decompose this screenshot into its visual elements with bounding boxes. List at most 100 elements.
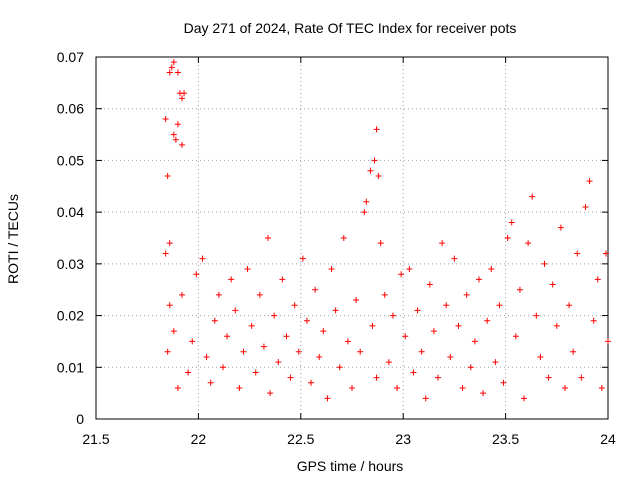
data-point <box>488 266 495 273</box>
data-point <box>418 348 425 355</box>
data-point <box>179 95 186 102</box>
data-point <box>367 167 374 174</box>
data-point <box>291 302 298 309</box>
data-point <box>533 312 540 319</box>
data-point <box>340 235 347 241</box>
data-point <box>598 384 605 391</box>
data-point <box>215 291 222 298</box>
data-point <box>260 343 267 350</box>
data-point <box>455 322 462 329</box>
data-point <box>578 374 585 381</box>
y-tick-label: 0.01 <box>57 359 84 375</box>
axis-ticks <box>95 56 609 420</box>
data-point <box>373 374 380 381</box>
data-point <box>179 291 186 298</box>
data-point <box>561 384 568 391</box>
data-point <box>236 384 243 391</box>
data-point <box>439 240 446 247</box>
x-tick-label: 21.5 <box>82 431 109 447</box>
data-point <box>181 90 188 97</box>
data-point <box>279 276 286 283</box>
grid-lines <box>96 57 608 419</box>
data-point <box>324 395 331 402</box>
data-point <box>168 64 175 71</box>
x-axis-label: GPS time / hours <box>297 458 404 474</box>
data-point <box>224 333 231 340</box>
y-axis-label: ROTI / TECUs <box>5 194 21 284</box>
data-point <box>389 312 396 319</box>
y-tick-label: 0 <box>76 411 84 427</box>
data-points <box>162 59 611 402</box>
data-point <box>271 312 278 319</box>
data-point <box>496 302 503 309</box>
data-point <box>320 328 327 335</box>
data-point <box>521 395 528 402</box>
data-point <box>541 260 548 267</box>
data-point <box>211 317 218 324</box>
data-point <box>605 338 611 345</box>
data-point <box>265 235 272 241</box>
data-point <box>256 291 263 298</box>
data-point <box>353 297 360 304</box>
data-point <box>435 374 442 381</box>
data-point <box>162 116 169 123</box>
data-point <box>248 322 255 329</box>
y-tick-label: 0.07 <box>57 49 84 65</box>
data-point <box>590 317 597 324</box>
data-point <box>512 333 519 340</box>
data-point <box>328 266 335 273</box>
data-point <box>394 384 401 391</box>
data-point <box>283 333 290 340</box>
data-point <box>516 286 523 293</box>
x-tick-label: 22.5 <box>287 431 314 447</box>
data-point <box>267 390 274 397</box>
data-point <box>170 328 177 335</box>
data-point <box>363 198 370 205</box>
plot-frame <box>95 56 609 420</box>
x-tick-label: 23.5 <box>492 431 519 447</box>
data-point <box>199 255 206 262</box>
data-point <box>316 353 323 360</box>
data-point <box>586 178 593 185</box>
chart-title: Day 271 of 2024, Rate Of TEC Index for r… <box>184 20 517 36</box>
x-tick-label: 24 <box>600 431 616 447</box>
data-point <box>232 307 239 314</box>
data-point <box>357 348 364 355</box>
y-tick-label: 0.02 <box>57 308 84 324</box>
data-point <box>467 364 474 371</box>
data-point <box>545 374 552 381</box>
data-point <box>566 302 573 309</box>
data-point <box>349 384 355 391</box>
data-point <box>375 172 382 179</box>
data-point <box>371 157 378 164</box>
data-point <box>303 317 310 324</box>
data-point <box>410 369 417 376</box>
data-point <box>170 131 177 138</box>
data-point <box>164 172 171 179</box>
data-point <box>525 240 532 247</box>
data-point <box>422 395 429 402</box>
data-point <box>398 271 405 278</box>
data-point <box>287 374 294 381</box>
data-point <box>504 235 511 241</box>
data-point <box>174 384 181 391</box>
data-point <box>492 359 499 366</box>
data-point <box>174 69 181 76</box>
data-point <box>475 276 482 283</box>
data-point <box>369 322 376 329</box>
data-point <box>332 307 339 314</box>
data-point <box>594 276 601 283</box>
data-point <box>312 286 319 293</box>
y-tick-label: 0.06 <box>57 101 84 117</box>
data-point <box>447 353 454 360</box>
data-point <box>170 59 177 66</box>
data-point <box>179 141 186 148</box>
data-point <box>336 364 343 371</box>
data-point <box>459 384 466 391</box>
y-tick-label: 0.05 <box>57 152 84 168</box>
data-point <box>275 359 282 366</box>
data-point <box>361 209 368 216</box>
data-point <box>381 291 388 298</box>
data-point <box>549 281 556 288</box>
data-point <box>344 338 351 345</box>
